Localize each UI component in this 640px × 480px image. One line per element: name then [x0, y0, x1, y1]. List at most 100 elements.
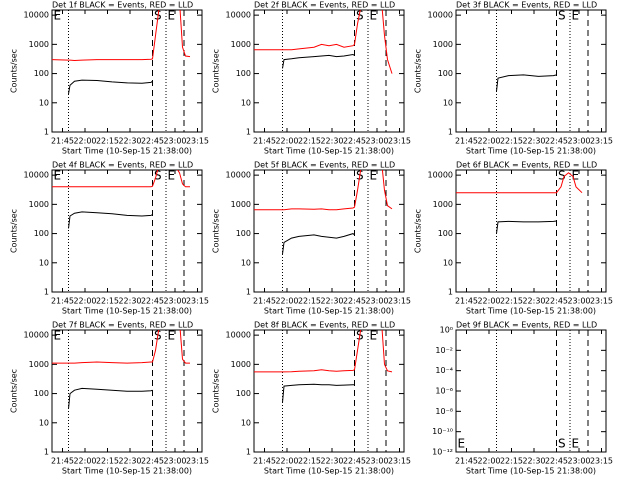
- x-tick-label: 23:00: [163, 297, 186, 306]
- event-label: S: [558, 9, 566, 23]
- x-tick-label: 22:30: [118, 457, 141, 466]
- y-tick-label: 10: [39, 418, 49, 427]
- x-tick-label: 21:45: [253, 137, 276, 146]
- y-tick-label: 1000: [433, 200, 453, 209]
- x-tick-label: 22:30: [320, 297, 343, 306]
- y-tick-label: 10: [443, 258, 453, 267]
- x-tick-label: 21:45: [455, 297, 478, 306]
- x-tick-label: 23:15: [388, 137, 411, 146]
- x-tick-label: 22:15: [298, 457, 321, 466]
- x-tick-label: 23:00: [365, 457, 388, 466]
- y-tick-label: 100: [236, 69, 251, 78]
- x-tick-label: 22:45: [545, 297, 568, 306]
- y-tick-label: 10⁻⁴: [435, 366, 453, 375]
- y-tick-label: 10⁻²: [435, 346, 453, 355]
- series-line: [52, 330, 190, 364]
- x-axis-label: Start Time (10-Sep-15 21:38:00): [264, 467, 394, 476]
- y-tick-label: 1: [246, 448, 251, 457]
- y-tick-label: 10000: [24, 331, 49, 340]
- panel-title: Det 5f BLACK = Events, RED = LLD: [254, 161, 395, 170]
- event-label: E: [54, 329, 62, 343]
- panel-title: Det 9f BLACK = Events, RED = LLD: [456, 321, 597, 330]
- x-tick-label: 22:30: [522, 137, 545, 146]
- y-tick-label: 10⁰: [440, 326, 453, 335]
- x-tick-label: 22:30: [118, 137, 141, 146]
- y-tick-label: 1: [246, 288, 251, 297]
- y-tick-label: 100: [438, 229, 453, 238]
- y-tick-label: 1: [448, 288, 453, 297]
- y-tick-label: 1000: [231, 40, 251, 49]
- y-axis-label: Counts/sec: [212, 49, 221, 93]
- x-tick-label: 22:00: [275, 137, 298, 146]
- x-tick-label: 23:15: [590, 457, 613, 466]
- plot-frame: [455, 9, 607, 133]
- x-tick-label: 22:30: [522, 297, 545, 306]
- x-tick-label: 21:45: [51, 457, 74, 466]
- y-tick-label: 1: [44, 448, 49, 457]
- x-axis-label: Start Time (10-Sep-15 21:38:00): [264, 307, 394, 316]
- x-tick-label: 22:00: [477, 137, 500, 146]
- series-line: [496, 220, 557, 234]
- panel-title: Det 3f BLACK = Events, RED = LLD: [456, 1, 597, 10]
- series-line: [254, 330, 393, 373]
- panel-title: Det 6f BLACK = Events, RED = LLD: [456, 161, 597, 170]
- y-tick-label: 10⁻¹²: [432, 448, 453, 457]
- event-label: S: [154, 169, 162, 183]
- series-line: [282, 53, 355, 69]
- y-axis-label: Counts/sec: [414, 209, 423, 253]
- x-tick-label: 21:45: [51, 297, 74, 306]
- x-tick-label: 22:30: [320, 457, 343, 466]
- panel-title: Det 4f BLACK = Events, RED = LLD: [52, 161, 193, 170]
- x-tick-label: 22:15: [96, 297, 119, 306]
- y-tick-label: 10⁻¹⁰: [432, 427, 453, 436]
- y-tick-label: 100: [438, 69, 453, 78]
- x-tick-label: 22:15: [298, 297, 321, 306]
- event-label: S: [558, 169, 566, 183]
- plot-frame: [455, 169, 607, 293]
- event-label: E: [168, 169, 176, 183]
- plot-frame: [253, 329, 405, 453]
- y-tick-label: 1: [246, 128, 251, 137]
- x-axis-label: Start Time (10-Sep-15 21:38:00): [62, 307, 192, 316]
- series-line: [254, 10, 393, 74]
- x-axis-label: Start Time (10-Sep-15 21:38:00): [62, 147, 192, 156]
- series-line: [282, 383, 355, 403]
- x-tick-label: 22:15: [96, 457, 119, 466]
- series-line: [52, 170, 190, 188]
- y-tick-label: 10⁻⁸: [435, 407, 453, 416]
- series-line: [456, 172, 583, 194]
- y-tick-label: 1000: [29, 40, 49, 49]
- series-line: [496, 74, 557, 92]
- x-tick-label: 22:45: [141, 457, 164, 466]
- series-line: [52, 10, 191, 62]
- y-tick-label: 100: [34, 389, 49, 398]
- x-tick-label: 22:00: [73, 137, 96, 146]
- x-tick-label: 23:15: [186, 137, 209, 146]
- panel-title: Det 8f BLACK = Events, RED = LLD: [254, 321, 395, 330]
- x-tick-label: 21:45: [455, 457, 478, 466]
- plot-frame: [51, 329, 203, 453]
- y-tick-label: 100: [236, 229, 251, 238]
- x-tick-label: 23:00: [567, 457, 590, 466]
- x-tick-label: 23:15: [590, 137, 613, 146]
- x-tick-label: 22:30: [118, 297, 141, 306]
- x-tick-label: 22:45: [141, 137, 164, 146]
- x-tick-label: 22:00: [275, 297, 298, 306]
- x-tick-label: 23:00: [365, 297, 388, 306]
- event-label: E: [370, 9, 378, 23]
- x-tick-label: 21:45: [51, 137, 74, 146]
- event-label: E: [168, 9, 176, 23]
- event-label: E: [572, 9, 580, 23]
- y-tick-label: 10000: [24, 171, 49, 180]
- x-tick-label: 22:00: [73, 457, 96, 466]
- y-axis-label: Counts/sec: [10, 209, 19, 253]
- panel-title: Det 7f BLACK = Events, RED = LLD: [52, 321, 193, 330]
- y-tick-label: 10⁻⁶: [435, 387, 453, 396]
- event-label: E: [572, 437, 580, 451]
- event-label: E: [54, 169, 62, 183]
- y-tick-label: 10: [39, 258, 49, 267]
- y-tick-label: 1000: [433, 40, 453, 49]
- x-axis-label: Start Time (10-Sep-15 21:38:00): [466, 467, 596, 476]
- y-tick-label: 1: [44, 288, 49, 297]
